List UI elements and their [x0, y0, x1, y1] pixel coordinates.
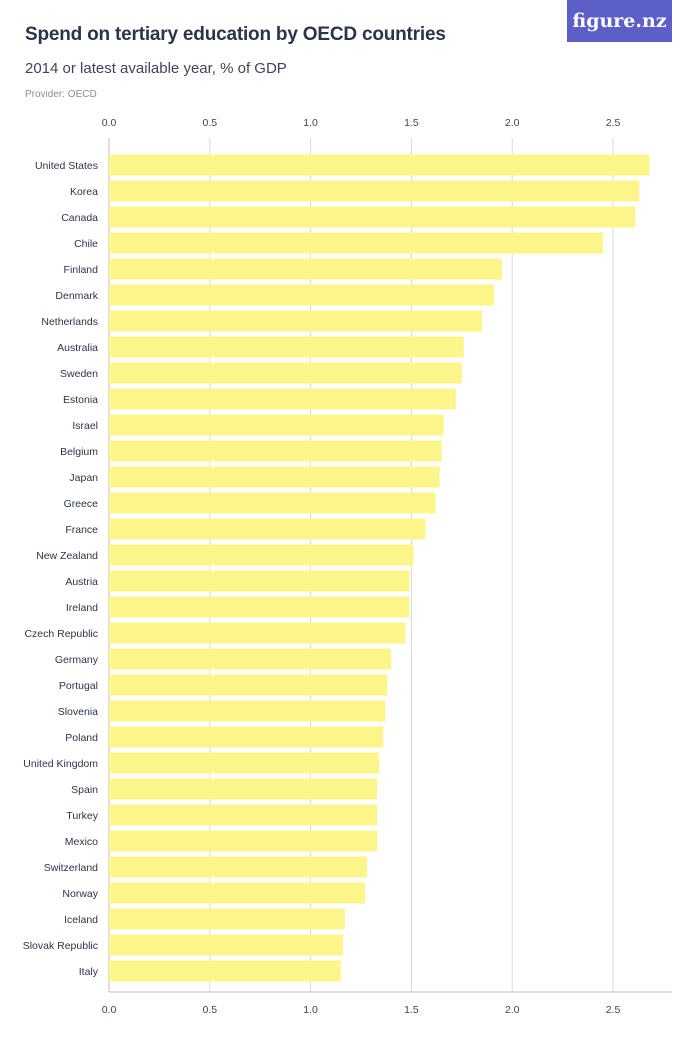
x-tick-label-bottom: 0.5 — [202, 1004, 217, 1016]
category-label: Australia — [57, 342, 98, 354]
category-label: Slovak Republic — [23, 940, 98, 952]
category-label: Israel — [72, 420, 98, 432]
bar — [109, 960, 341, 982]
bar — [109, 830, 378, 852]
bar — [109, 726, 384, 748]
x-tick-label-bottom: 0.0 — [102, 1004, 117, 1016]
category-label: Korea — [70, 186, 98, 198]
bar — [109, 622, 406, 644]
x-tick-label-top: 2.5 — [606, 117, 621, 129]
bar — [109, 232, 603, 254]
bar — [109, 440, 442, 462]
x-tick-label-bottom: 2.0 — [505, 1004, 520, 1016]
category-label: Slovenia — [58, 706, 98, 718]
category-label: Chile — [74, 238, 98, 250]
bar — [109, 752, 380, 774]
bar — [109, 908, 345, 930]
category-label: Ireland — [66, 602, 98, 614]
bar — [109, 466, 440, 488]
bar — [109, 180, 640, 202]
bar — [109, 154, 650, 176]
x-tick-label-bottom: 1.0 — [303, 1004, 318, 1016]
bar — [109, 310, 482, 332]
x-tick-label-top: 2.0 — [505, 117, 520, 129]
category-label: Japan — [69, 472, 98, 484]
chart-title: Spend on tertiary education by OECD coun… — [25, 24, 446, 45]
category-label: Denmark — [55, 290, 98, 302]
x-tick-label-bottom: 1.5 — [404, 1004, 419, 1016]
bar — [109, 934, 343, 956]
x-tick-label-top: 1.5 — [404, 117, 419, 129]
category-label: Iceland — [64, 914, 98, 926]
category-label: New Zealand — [36, 550, 98, 562]
bar — [109, 362, 462, 384]
category-label: Spain — [71, 784, 98, 796]
bar — [109, 388, 456, 410]
category-label: Sweden — [60, 368, 98, 380]
category-label: Norway — [62, 888, 98, 900]
category-label: Portugal — [59, 680, 98, 692]
bar — [109, 804, 378, 826]
bar — [109, 414, 444, 436]
category-label: Greece — [64, 498, 99, 510]
category-label: Netherlands — [41, 316, 98, 328]
category-label: Czech Republic — [24, 628, 98, 640]
x-tick-label-bottom: 2.5 — [606, 1004, 621, 1016]
category-label: Belgium — [60, 446, 98, 458]
category-label: United Kingdom — [23, 758, 98, 770]
provider-note: Provider: OECD — [25, 89, 97, 100]
bar — [109, 778, 378, 800]
category-label: Austria — [65, 576, 98, 588]
x-tick-label-top: 1.0 — [303, 117, 318, 129]
bar — [109, 882, 366, 904]
bar — [109, 674, 388, 696]
bar — [109, 856, 368, 878]
category-label: Canada — [61, 212, 98, 224]
bar — [109, 492, 436, 514]
bar — [109, 518, 426, 540]
bar — [109, 700, 386, 722]
category-label: Switzerland — [44, 862, 98, 874]
category-label: Germany — [55, 654, 99, 666]
bar — [109, 336, 464, 358]
bar — [109, 596, 410, 618]
category-label: Mexico — [65, 836, 98, 848]
category-label: Poland — [65, 732, 98, 744]
category-label: Finland — [64, 264, 99, 276]
x-tick-label-top: 0.5 — [202, 117, 217, 129]
bar — [109, 284, 495, 306]
bar — [109, 258, 503, 280]
bar — [109, 648, 392, 670]
category-label: United States — [35, 160, 98, 172]
category-label: France — [65, 524, 98, 536]
figure-nz-logo[interactable]: figure.nz — [567, 0, 672, 42]
x-tick-label-top: 0.0 — [102, 117, 117, 129]
chart-subtitle: 2014 or latest available year, % of GDP — [25, 60, 287, 77]
bar — [109, 544, 414, 566]
category-label: Estonia — [63, 394, 98, 406]
category-label: Turkey — [66, 810, 98, 822]
bar — [109, 206, 636, 228]
category-label: Italy — [79, 966, 99, 978]
bar — [109, 570, 410, 592]
